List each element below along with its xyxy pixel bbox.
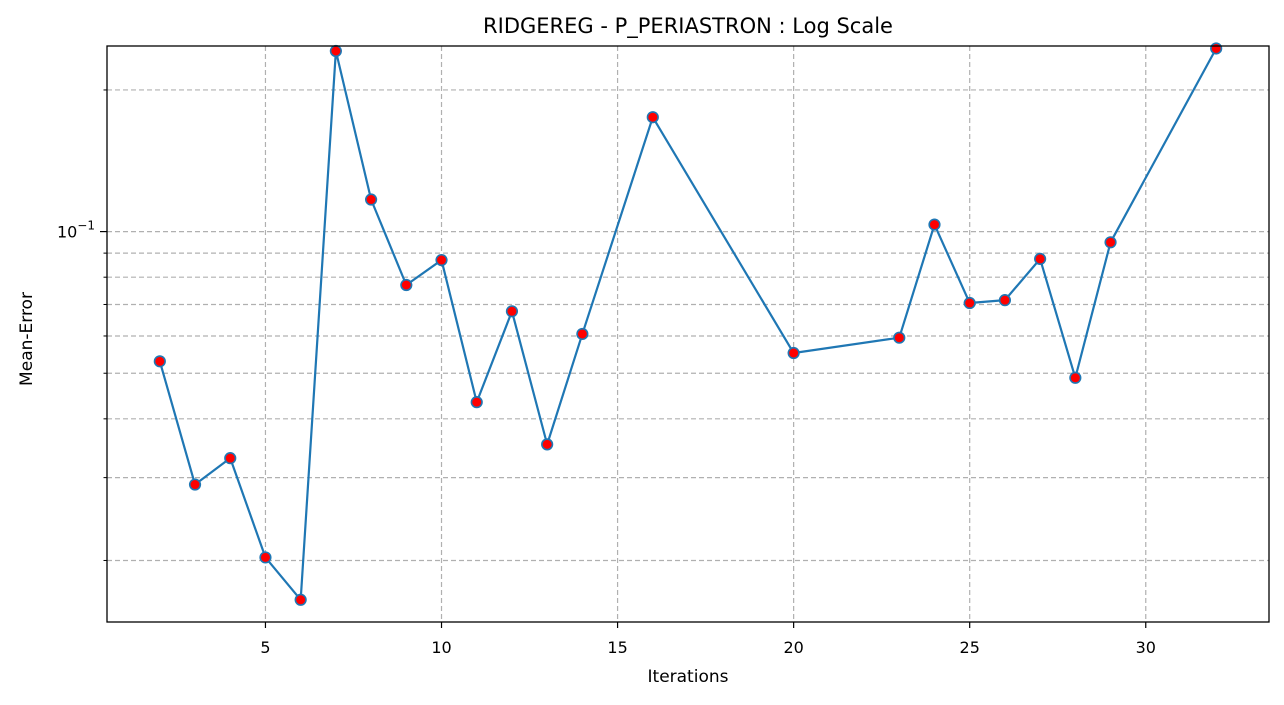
data-point xyxy=(364,193,378,206)
series-layer xyxy=(153,42,1223,606)
data-point xyxy=(998,294,1012,307)
data-point xyxy=(1210,42,1223,55)
data-point xyxy=(1069,371,1082,384)
data-point xyxy=(787,346,800,360)
data-point xyxy=(541,438,554,451)
x-tick-label: 15 xyxy=(607,638,627,657)
x-tick-label: 10 xyxy=(431,638,451,657)
axis-ticks: 5 10 15 20 25 30 10−1 xyxy=(57,89,1156,657)
y-tick-label: 10−1 xyxy=(57,219,95,242)
data-point xyxy=(963,296,976,310)
data-point xyxy=(470,396,483,409)
grid-lines xyxy=(107,46,1269,622)
x-tick-label: 20 xyxy=(783,638,803,657)
plot-frame xyxy=(106,45,1270,623)
x-tick-label: 5 xyxy=(260,638,270,657)
data-point xyxy=(1104,236,1117,249)
y-axis-label: Mean-Error xyxy=(17,292,37,386)
data-point xyxy=(329,44,342,58)
data-point xyxy=(188,478,202,491)
chart-title: RIDGEREG - P_PERIASTRON : Log Scale xyxy=(483,14,893,39)
data-point xyxy=(153,355,166,368)
data-point xyxy=(928,218,941,231)
data-point xyxy=(1034,252,1047,265)
data-point xyxy=(893,331,906,344)
data-point xyxy=(294,593,307,606)
data-point xyxy=(435,253,448,267)
data-point xyxy=(646,111,659,124)
data-point xyxy=(576,327,589,341)
data-point xyxy=(505,305,519,318)
x-axis-label: Iterations xyxy=(648,667,729,687)
x-tick-label: 25 xyxy=(960,638,980,657)
data-point xyxy=(259,551,272,564)
data-point xyxy=(400,278,413,292)
x-tick-label: 30 xyxy=(1136,638,1156,657)
series-line xyxy=(158,47,1218,601)
data-point xyxy=(224,452,237,465)
